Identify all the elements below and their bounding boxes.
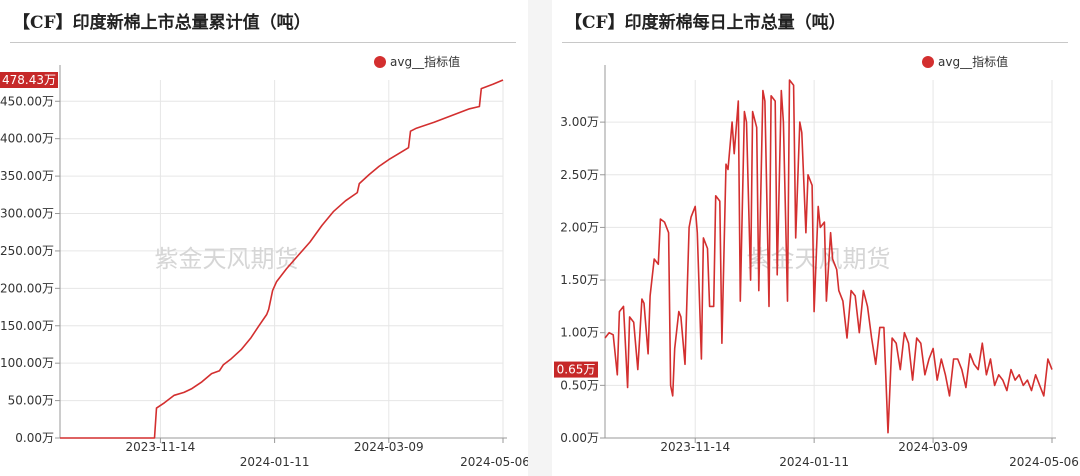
- y-tick-label: 3.00万: [560, 115, 599, 129]
- y-tick-label: 1.00万: [560, 326, 599, 340]
- x-tick-label: 2024-05-06: [460, 455, 528, 469]
- watermark: 紫金天风期货: [155, 245, 299, 273]
- current-value-box: [0, 72, 58, 88]
- chart-title: 【CF】印度新棉上市总量累计值（吨）: [13, 13, 311, 33]
- series-line: [604, 79, 1053, 434]
- cumulative-chart-svg: 0.00万 50.00万 100.00万 150.00万 200.00万 250.00万 3…: [0, 54, 528, 469]
- title-divider: [10, 42, 516, 43]
- x-tick-label: 2024-01-11: [240, 455, 310, 469]
- y-tick-label: 250.00万: [0, 244, 54, 258]
- x-tick-label: 2024-03-09: [354, 440, 424, 454]
- y-tick-label: 100.00万: [0, 356, 54, 370]
- current-value-label: 0.65万: [557, 363, 596, 377]
- current-value-label: 478.43万: [2, 73, 56, 87]
- daily-chart-panel: 【CF】印度新棉每日上市总量（吨） 0.00万 0.50万 1.00万 1.50万 2.…: [552, 0, 1080, 476]
- series-line: [60, 79, 504, 439]
- y-tick-label: 350.00万: [0, 169, 54, 183]
- panel-separator: [528, 0, 552, 476]
- y-tick-label: 150.00万: [0, 319, 54, 333]
- legend-marker: [922, 56, 934, 68]
- title-divider: [562, 42, 1068, 43]
- cumulative-chart-panel: 【CF】印度新棉上市总量累计值（吨） 0.00万 50.00万 100.00万 150…: [0, 0, 528, 476]
- legend-label: avg__指标值: [390, 54, 460, 69]
- y-tick-label: 0.00万: [15, 431, 54, 445]
- y-tick-label: 0.00万: [560, 431, 599, 445]
- x-tick-label: 2023-11-14: [126, 440, 196, 454]
- x-tick-label: 2024-03-09: [898, 440, 968, 454]
- y-tick-label: 400.00万: [0, 132, 54, 146]
- watermark: 紫金天风期货: [747, 245, 891, 273]
- current-value-box: [554, 361, 598, 378]
- y-tick-label: 1.50万: [560, 273, 599, 287]
- daily-chart-svg: 0.00万 0.50万 1.00万 1.50万 2.00万 2.50万 3.00万 2023-…: [554, 54, 1079, 469]
- legend-marker: [374, 56, 386, 68]
- y-tick-label: 200.00万: [0, 281, 54, 295]
- y-tick-label: 450.00万: [0, 94, 54, 108]
- y-tick-label: 300.00万: [0, 207, 54, 221]
- chart-title: 【CF】印度新棉每日上市总量（吨）: [565, 13, 846, 33]
- y-tick-label: 2.00万: [560, 220, 599, 234]
- y-tick-label: 50.00万: [8, 394, 54, 408]
- y-tick-label: 2.50万: [560, 168, 599, 182]
- legend-label: avg__指标值: [938, 54, 1008, 69]
- x-tick-label: 2024-05-06: [1009, 455, 1079, 469]
- x-tick-label: 2023-11-14: [660, 440, 730, 454]
- x-tick-label: 2024-01-11: [779, 455, 849, 469]
- y-tick-label: 0.50万: [560, 378, 599, 392]
